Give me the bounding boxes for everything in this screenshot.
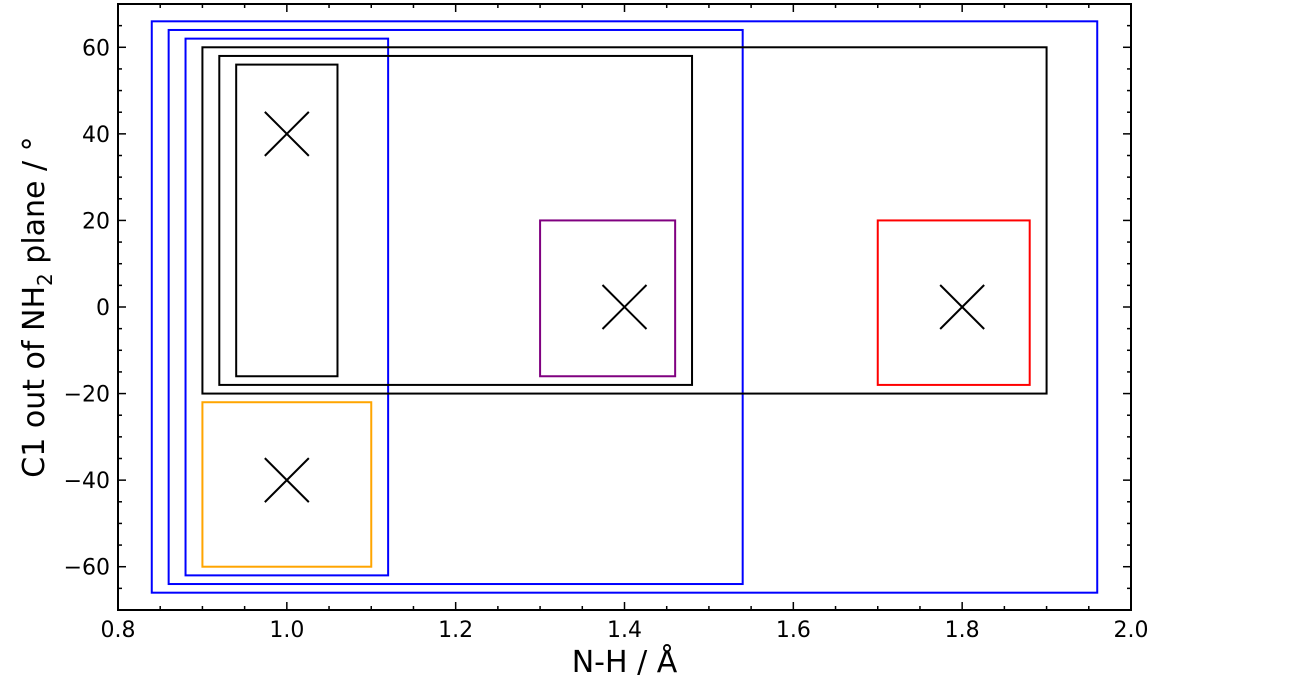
x-tick-label: 1.0 — [269, 618, 304, 643]
tick-labels-layer: 0.8 1.0 1.2 1.4 1.6 1.8 2.0 −60 −40 −20 0 20 40 60 — [64, 36, 1149, 643]
y-axis-label-subscript: 2 — [33, 273, 57, 286]
y-axis-label-main: C1 out of NH — [17, 286, 52, 478]
region-box-8 — [201, 401, 373, 568]
y-axis-label: C1 out of NH2 plane / ° — [17, 136, 57, 477]
y-tick-label: −60 — [64, 556, 110, 581]
region-box-6 — [539, 219, 677, 378]
y-axis-label-tail: plane / ° — [17, 136, 52, 273]
x-tick-label: 1.4 — [607, 618, 642, 643]
x-tick-label: 0.8 — [101, 618, 136, 643]
x-tick-label: 1.2 — [438, 618, 473, 643]
x-marker-0 — [264, 111, 310, 157]
y-tick-label: 40 — [82, 123, 110, 148]
region-box-4 — [218, 54, 694, 386]
x-marker-1 — [601, 284, 648, 330]
y-tick-label: 20 — [82, 209, 110, 234]
y-tick-label: 0 — [96, 296, 110, 321]
boxes-layer — [150, 20, 1099, 594]
region-box-3 — [201, 46, 1048, 395]
region-box-5 — [235, 63, 339, 378]
y-tick-label: 60 — [82, 36, 110, 61]
y-tick-label: −40 — [64, 469, 110, 494]
ticks-layer — [117, 3, 1132, 611]
x-tick-label: 2.0 — [1114, 618, 1149, 643]
x-tick-label: 1.6 — [776, 618, 811, 643]
region-box-1 — [167, 28, 744, 586]
region-box-7 — [876, 219, 1031, 386]
region-box-0 — [150, 20, 1099, 594]
y-tick-label: −20 — [64, 383, 110, 408]
region-box-2 — [184, 37, 390, 577]
x-tick-label: 1.8 — [945, 618, 980, 643]
x-marker-2 — [939, 284, 985, 330]
x-marker-3 — [264, 457, 310, 503]
x-axis-label: N-H / Å — [572, 644, 678, 679]
markers-layer — [264, 111, 985, 503]
